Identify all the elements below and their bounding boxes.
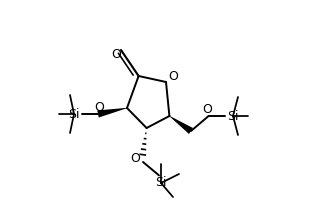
Text: Si: Si [155, 176, 167, 190]
Polygon shape [97, 108, 127, 118]
Text: O: O [168, 70, 178, 82]
Text: O: O [111, 48, 121, 62]
Text: O: O [203, 103, 213, 116]
Text: O: O [94, 101, 104, 114]
Polygon shape [169, 116, 193, 134]
Text: O: O [130, 152, 140, 166]
Text: Si: Si [227, 110, 239, 122]
Text: Si: Si [68, 108, 80, 120]
